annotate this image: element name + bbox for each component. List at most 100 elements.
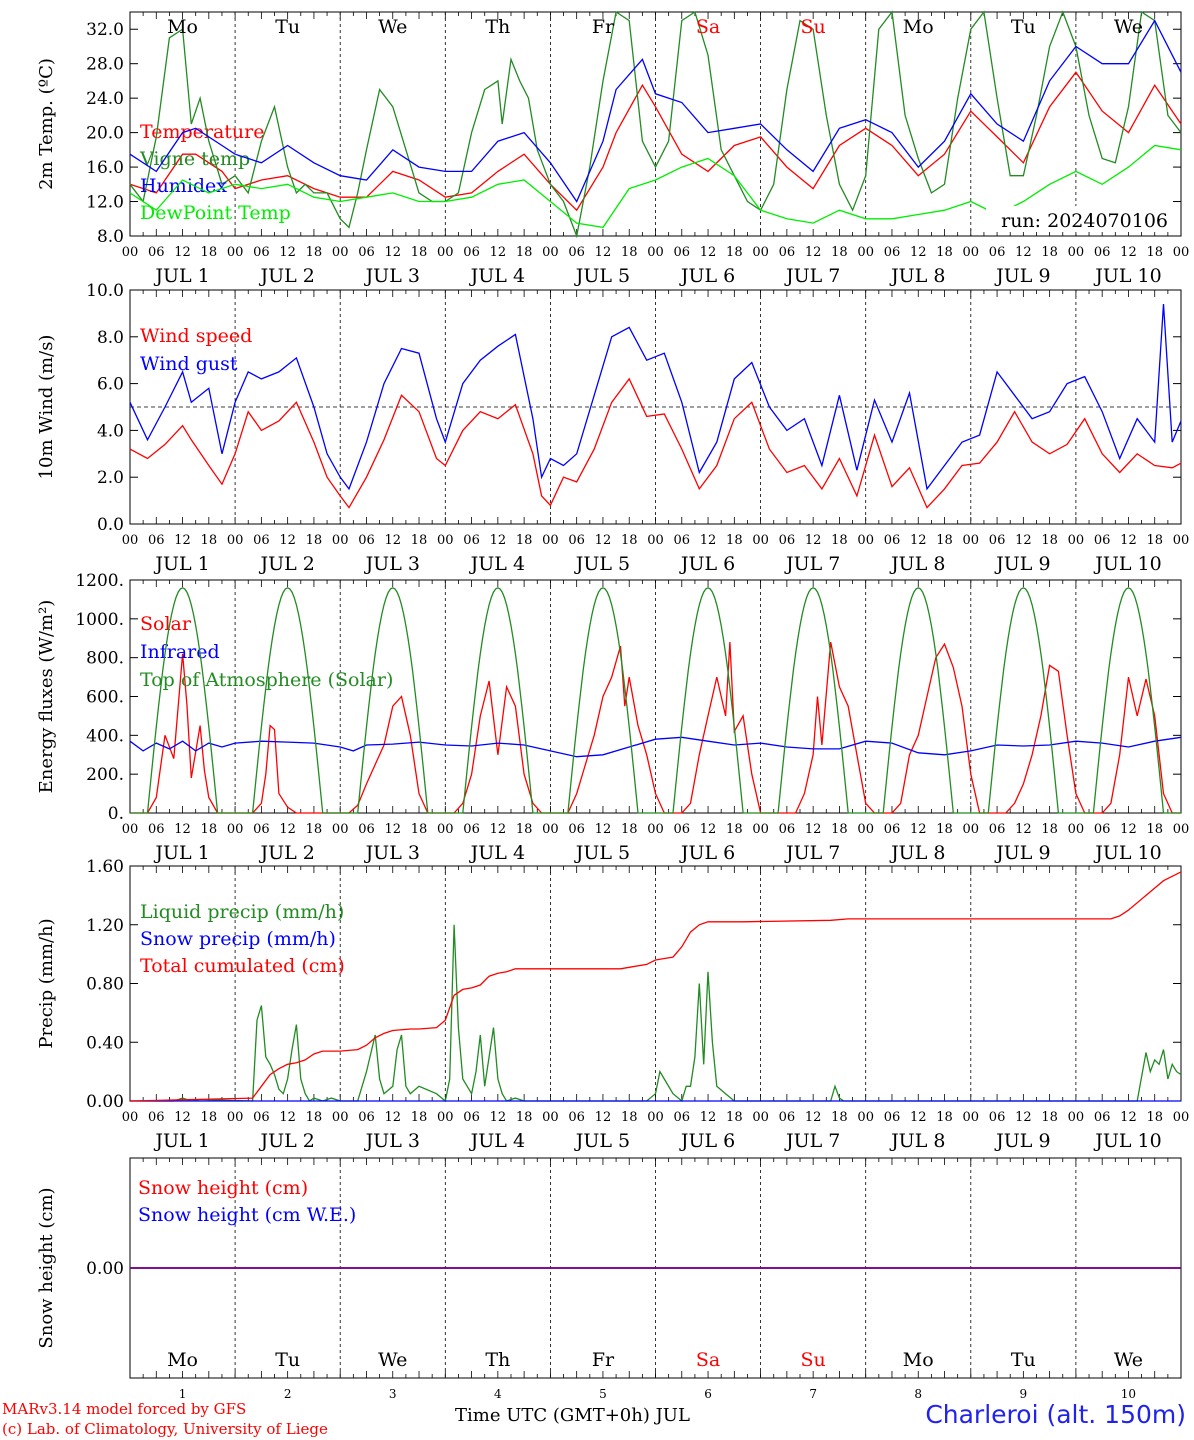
x-hour-label: 12 <box>490 245 507 260</box>
weekday-label: Mo <box>903 1349 934 1371</box>
y-tick-label: 600. <box>86 688 124 708</box>
x-hour-label: 06 <box>358 533 375 548</box>
y-tick-label: 0.80 <box>86 975 124 995</box>
x-date-label: JUL 8 <box>889 842 945 864</box>
x-date-label: JUL 7 <box>784 553 840 575</box>
x-hour-label: 00 <box>332 245 349 260</box>
y-tick-label: 0.00 <box>86 1092 124 1112</box>
x-date-label: JUL 5 <box>574 553 630 575</box>
x-hour-label: 12 <box>384 822 401 837</box>
y-tick-label: 0. <box>108 804 124 824</box>
x-hour-label: 18 <box>306 1110 323 1125</box>
x-hour-label: 18 <box>831 1110 848 1125</box>
weekday-label: Th <box>485 16 510 38</box>
x-hour-label: 06 <box>568 822 585 837</box>
x-hour-label: 00 <box>437 822 454 837</box>
x-hour-label: 00 <box>1173 245 1190 260</box>
x-date-label: JUL 6 <box>679 1130 735 1152</box>
y-tick-label: 10.0 <box>86 281 124 301</box>
day-number-label: 10 <box>1121 1387 1136 1401</box>
weekday-label: Mo <box>167 16 198 38</box>
weekday-label: Tu <box>275 16 300 38</box>
x-hour-label: 06 <box>989 245 1006 260</box>
x-hour-label: 06 <box>884 533 901 548</box>
x-hour-label: 12 <box>805 245 822 260</box>
weekday-label: Su <box>801 1349 826 1371</box>
x-hour-label: 06 <box>148 822 165 837</box>
x-date-label: JUL 2 <box>258 553 314 575</box>
x-hour-label: 18 <box>201 533 218 548</box>
x-hour-label: 12 <box>910 1110 927 1125</box>
x-hour-label: 06 <box>1094 822 1111 837</box>
x-hour-label: 06 <box>779 245 796 260</box>
x-hour-label: 12 <box>1120 533 1137 548</box>
x-hour-label: 06 <box>884 1110 901 1125</box>
x-hour-label: 06 <box>463 1110 480 1125</box>
x-hour-label: 00 <box>647 822 664 837</box>
x-date-label: JUL 1 <box>153 553 209 575</box>
x-date-label: JUL 2 <box>258 842 314 864</box>
x-hour-label: 00 <box>857 533 874 548</box>
x-hour-label: 00 <box>752 1110 769 1125</box>
x-hour-label: 06 <box>148 245 165 260</box>
x-hour-label: 06 <box>568 245 585 260</box>
x-hour-label: 00 <box>332 822 349 837</box>
x-hour-label: 06 <box>884 822 901 837</box>
x-hour-label: 06 <box>1094 245 1111 260</box>
x-date-label: JUL 8 <box>889 553 945 575</box>
weekday-label: Su <box>801 16 826 38</box>
x-hour-label: 00 <box>857 1110 874 1125</box>
x-hour-label: 00 <box>437 1110 454 1125</box>
legend-entry: DewPoint Temp <box>140 202 291 224</box>
x-hour-label: 00 <box>963 533 980 548</box>
x-hour-label: 06 <box>989 1110 1006 1125</box>
x-hour-label: 06 <box>568 533 585 548</box>
x-hour-label: 18 <box>411 533 428 548</box>
x-date-label: JUL 4 <box>469 842 525 864</box>
legend-entry: Top of Atmosphere (Solar) <box>140 669 393 691</box>
x-hour-label: 06 <box>674 245 691 260</box>
x-hour-label: 00 <box>542 1110 559 1125</box>
day-number-label: 2 <box>284 1387 292 1401</box>
x-hour-label: 00 <box>227 245 244 260</box>
x-hour-label: 18 <box>831 245 848 260</box>
x-hour-label: 18 <box>1146 245 1163 260</box>
x-date-label: JUL 10 <box>1093 265 1161 287</box>
y-tick-label: 20.0 <box>86 124 124 144</box>
x-hour-label: 00 <box>963 1110 980 1125</box>
x-hour-label: 06 <box>253 822 270 837</box>
y-tick-label: 8.0 <box>97 227 124 247</box>
day-number-label: 4 <box>494 1387 502 1401</box>
x-hour-label: 18 <box>621 1110 638 1125</box>
x-hour-label: 12 <box>700 245 717 260</box>
weekday-label: Fr <box>592 1349 615 1371</box>
x-hour-label: 12 <box>490 822 507 837</box>
legend-entry: Total cumulated (cm) <box>140 955 345 977</box>
x-hour-label: 12 <box>595 533 612 548</box>
x-hour-label: 18 <box>411 1110 428 1125</box>
y-tick-label: 1000. <box>75 610 124 630</box>
x-hour-label: 12 <box>384 1110 401 1125</box>
x-hour-label: 00 <box>1068 533 1085 548</box>
y-axis-label: Precip (mm/h) <box>36 918 57 1048</box>
x-hour-label: 12 <box>279 245 296 260</box>
x-hour-label: 00 <box>122 1110 139 1125</box>
series-line-wind-gust <box>129 303 1182 491</box>
x-hour-label: 06 <box>674 822 691 837</box>
day-number-label: 6 <box>704 1387 712 1401</box>
x-hour-label: 00 <box>647 245 664 260</box>
x-hour-label: 00 <box>332 533 349 548</box>
x-hour-label: 00 <box>122 245 139 260</box>
x-hour-label: 18 <box>201 1110 218 1125</box>
x-hour-label: 06 <box>253 533 270 548</box>
x-hour-label: 18 <box>516 533 533 548</box>
x-date-label: JUL 4 <box>469 553 525 575</box>
x-hour-label: 06 <box>779 822 796 837</box>
day-number-label: 8 <box>914 1387 922 1401</box>
x-hour-label: 18 <box>1146 1110 1163 1125</box>
x-hour-label: 18 <box>411 822 428 837</box>
x-hour-label: 12 <box>595 1110 612 1125</box>
x-hour-label: 12 <box>490 1110 507 1125</box>
x-hour-label: 18 <box>831 822 848 837</box>
